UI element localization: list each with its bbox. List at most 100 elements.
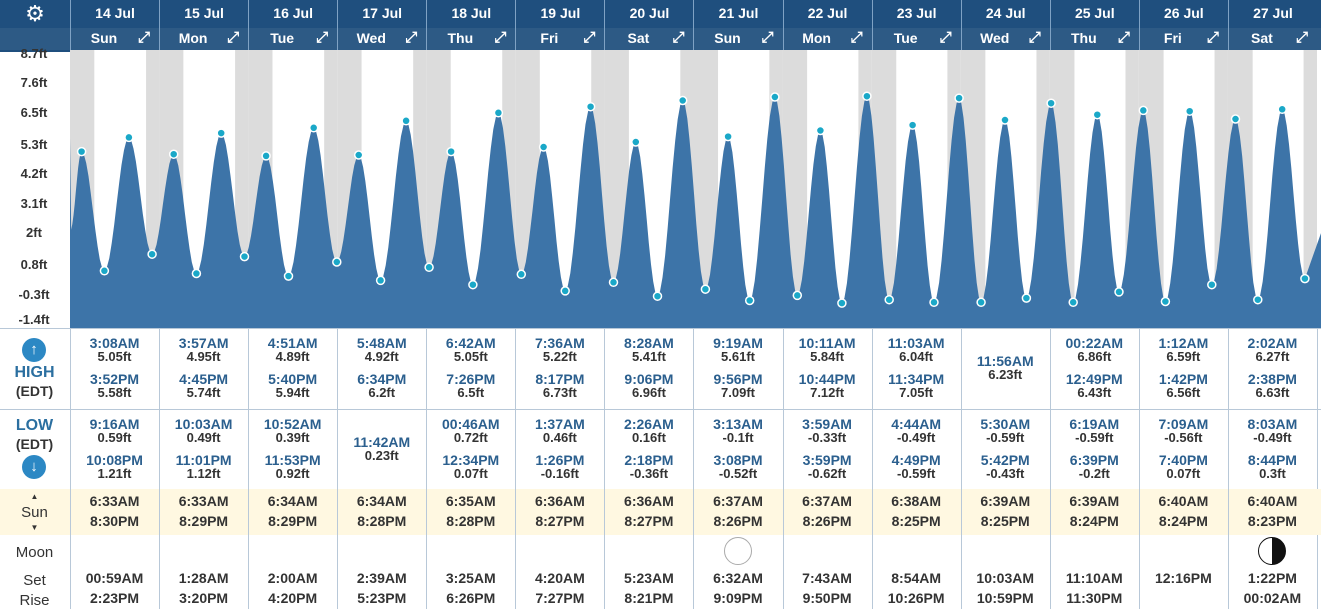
tide-height: 6.86ft [1077, 349, 1112, 364]
tide-extreme-point[interactable] [446, 146, 456, 157]
tide-extreme-point[interactable] [907, 120, 918, 130]
tide-extreme-point[interactable] [1207, 279, 1217, 290]
day-date: 24 Jul [985, 5, 1026, 21]
tide-extreme-point[interactable] [1092, 109, 1103, 120]
tide-extreme-point[interactable] [560, 286, 570, 296]
tide-extreme-point[interactable] [1114, 287, 1124, 297]
arrow-up-icon[interactable]: ↑ [22, 338, 46, 362]
tide-extreme-point[interactable] [1300, 273, 1310, 284]
tide-height: 7.05ft [899, 385, 934, 400]
day-date: 16 Jul [273, 5, 313, 21]
tide-extreme-point[interactable] [1046, 98, 1056, 108]
tide-extreme-point[interactable] [375, 275, 386, 286]
tide-extreme-point[interactable] [353, 150, 364, 160]
tide-extreme-point[interactable] [516, 269, 527, 280]
day-column-header: 21 Jul Sun ⤢ [693, 0, 782, 52]
tide-extreme-point[interactable] [332, 257, 342, 267]
tide-extreme-point[interactable] [1230, 114, 1241, 124]
tide-extreme-point[interactable] [239, 251, 250, 262]
expand-arrows-icon[interactable]: ⤢ [583, 29, 596, 46]
tide-extreme-point[interactable] [124, 132, 134, 143]
expand-arrows-icon[interactable]: ⤢ [761, 29, 774, 46]
tide-extreme-point[interactable] [468, 279, 478, 290]
expand-arrows-icon[interactable]: ⤢ [316, 29, 329, 46]
tide-extreme-point[interactable] [1021, 293, 1032, 303]
expand-arrows-icon[interactable]: ⤢ [1295, 29, 1308, 46]
tide-extreme-point[interactable] [652, 291, 663, 301]
sunrise-time: 6:33AM [178, 493, 229, 509]
tide-height: 5.05ft [453, 349, 488, 364]
tide-height: 6.23ft [988, 367, 1023, 382]
tide-extreme-point[interactable] [1160, 296, 1171, 307]
tide-extreme-point[interactable] [677, 95, 688, 106]
sunset-time: 8:25PM [891, 513, 941, 529]
tide-extreme-point[interactable] [608, 277, 619, 288]
arrow-down-icon[interactable]: ↓ [22, 455, 46, 479]
expand-arrows-icon[interactable]: ⤢ [1028, 29, 1041, 46]
tide-extreme-point[interactable] [884, 294, 894, 305]
tide-extreme-point[interactable] [954, 93, 964, 103]
tide-extreme-point[interactable] [99, 266, 110, 276]
tide-time: 10:08PM [86, 452, 143, 468]
expand-arrows-icon[interactable]: ⤢ [1206, 29, 1219, 46]
gear-icon[interactable]: ⚙ [25, 1, 45, 26]
expand-arrows-icon[interactable]: ⤢ [405, 29, 418, 46]
tide-height: 7.09ft [721, 385, 755, 400]
expand-arrows-icon[interactable]: ⤢ [939, 29, 952, 46]
tide-extreme-point[interactable] [191, 268, 202, 279]
expand-arrows-icon[interactable]: ⤢ [672, 29, 685, 46]
tide-time: 9:06PM [624, 371, 674, 387]
tide-extreme-point[interactable] [1277, 104, 1287, 115]
day-column-header: 20 Jul Sat ⤢ [604, 0, 693, 52]
tide-height: 5.84ft [810, 349, 845, 364]
tide-extreme-point[interactable] [1138, 105, 1149, 116]
tide-height: 6.43ft [1077, 385, 1112, 400]
tide-extreme-point[interactable] [283, 271, 294, 281]
tide-extreme-point[interactable] [261, 151, 271, 161]
day-date: 22 Jul [807, 5, 848, 21]
tide-height: 5.74ft [186, 385, 221, 400]
tide-extreme-point[interactable] [1068, 297, 1078, 308]
expand-arrows-icon[interactable]: ⤢ [850, 29, 863, 46]
tide-extreme-point[interactable] [976, 297, 986, 308]
expand-arrows-icon[interactable]: ⤢ [1117, 29, 1130, 46]
tide-extreme-point[interactable] [401, 116, 411, 126]
tide-extreme-point[interactable] [744, 295, 755, 306]
tide-extreme-point[interactable] [815, 125, 826, 136]
tide-extreme-point[interactable] [1000, 115, 1010, 125]
tide-extreme-point[interactable] [837, 298, 847, 308]
sunset-time: 8:23PM [1247, 513, 1297, 529]
tide-extreme-point[interactable] [308, 123, 319, 133]
expand-arrows-icon[interactable]: ⤢ [227, 29, 240, 46]
column-divider [693, 535, 695, 609]
tide-extreme-point[interactable] [862, 91, 872, 101]
day-weekday: Tue [270, 30, 295, 46]
tide-height: -0.59ft [897, 466, 936, 481]
day-column-header: 27 Jul Sat ⤢ [1227, 0, 1317, 52]
tide-extreme-point[interactable] [538, 142, 549, 152]
tide-extreme-point[interactable] [216, 128, 226, 138]
tide-extreme-point[interactable] [929, 297, 939, 308]
tide-extreme-point[interactable] [1184, 106, 1195, 116]
expand-arrows-icon[interactable]: ⤢ [138, 29, 151, 46]
tide-extreme-point[interactable] [723, 131, 733, 142]
tide-extreme-point[interactable] [493, 108, 504, 118]
tide-extreme-point[interactable] [631, 137, 641, 147]
tide-extreme-point[interactable] [792, 290, 803, 301]
y-tick-label: 5.3ft [20, 136, 48, 152]
tide-extreme-point[interactable] [1253, 294, 1263, 305]
column-divider [604, 489, 606, 535]
tide-time: 8:17PM [535, 371, 585, 387]
tide-height: -0.36ft [629, 466, 669, 481]
expand-arrows-icon[interactable]: ⤢ [494, 29, 507, 46]
tide-extreme-point[interactable] [76, 146, 87, 157]
tide-extreme-point[interactable] [770, 92, 780, 102]
column-divider [1227, 535, 1229, 609]
tide-extreme-point[interactable] [147, 249, 157, 259]
tide-extreme-point[interactable] [424, 262, 434, 273]
tide-extreme-point[interactable] [585, 101, 596, 112]
tide-extreme-point[interactable] [168, 149, 179, 159]
tide-extreme-point[interactable] [700, 284, 711, 294]
tide-time: 10:11AM [798, 335, 856, 351]
tide-time: 2:26AM [624, 416, 674, 432]
